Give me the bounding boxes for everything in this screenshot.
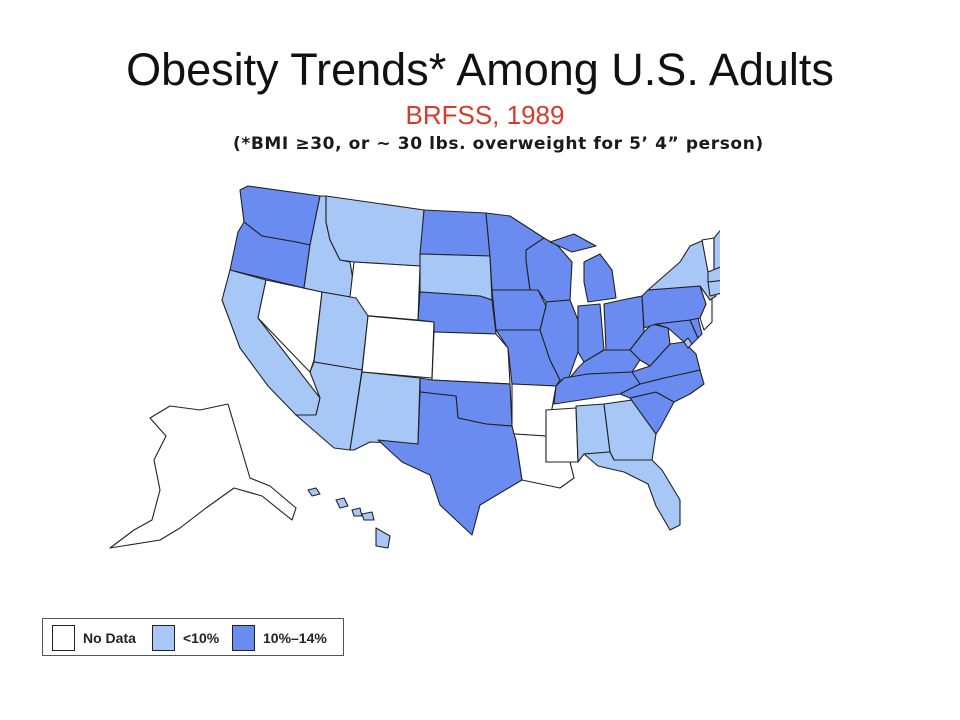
- legend-swatch-no-data: [52, 625, 75, 651]
- bmi-footnote: (*BMI ≥30, or ~ 30 lbs. overweight for 5…: [233, 134, 764, 154]
- state-fl: [583, 451, 681, 531]
- state-wv: [629, 323, 671, 367]
- legend-item-no-data: No Data: [52, 625, 136, 651]
- map-legend: No Data <10% 10%–14%: [42, 618, 344, 656]
- state-tx: [377, 391, 523, 536]
- state-hi: [307, 487, 391, 549]
- legend-item-10-14: 10%–14%: [232, 625, 327, 651]
- state-ut: [313, 291, 369, 371]
- state-nh: [713, 229, 720, 271]
- legend-label-under-10: <10%: [183, 630, 220, 646]
- state-mt: [325, 195, 425, 267]
- state-dc: [683, 337, 693, 349]
- state-nd: [419, 209, 491, 257]
- legend-swatch-10-14: [232, 625, 255, 651]
- us-choropleth-map: [109, 185, 720, 549]
- state-ms: [545, 407, 579, 463]
- state-ks: [431, 331, 511, 385]
- legend-swatch-under-10: [152, 625, 175, 651]
- state-co: [361, 315, 435, 379]
- legend-label-10-14: 10%–14%: [263, 630, 327, 646]
- legend-item-under-10: <10%: [152, 625, 219, 651]
- state-ia: [491, 289, 547, 331]
- page-subtitle: BRFSS, 1989: [405, 100, 565, 130]
- legend-label-no-data: No Data: [83, 630, 136, 646]
- state-ct: [707, 280, 720, 297]
- state-mi: [549, 233, 617, 303]
- page-title: Obesity Trends* Among U.S. Adults: [126, 44, 834, 95]
- state-nm: [349, 371, 421, 451]
- state-ak: [109, 403, 297, 549]
